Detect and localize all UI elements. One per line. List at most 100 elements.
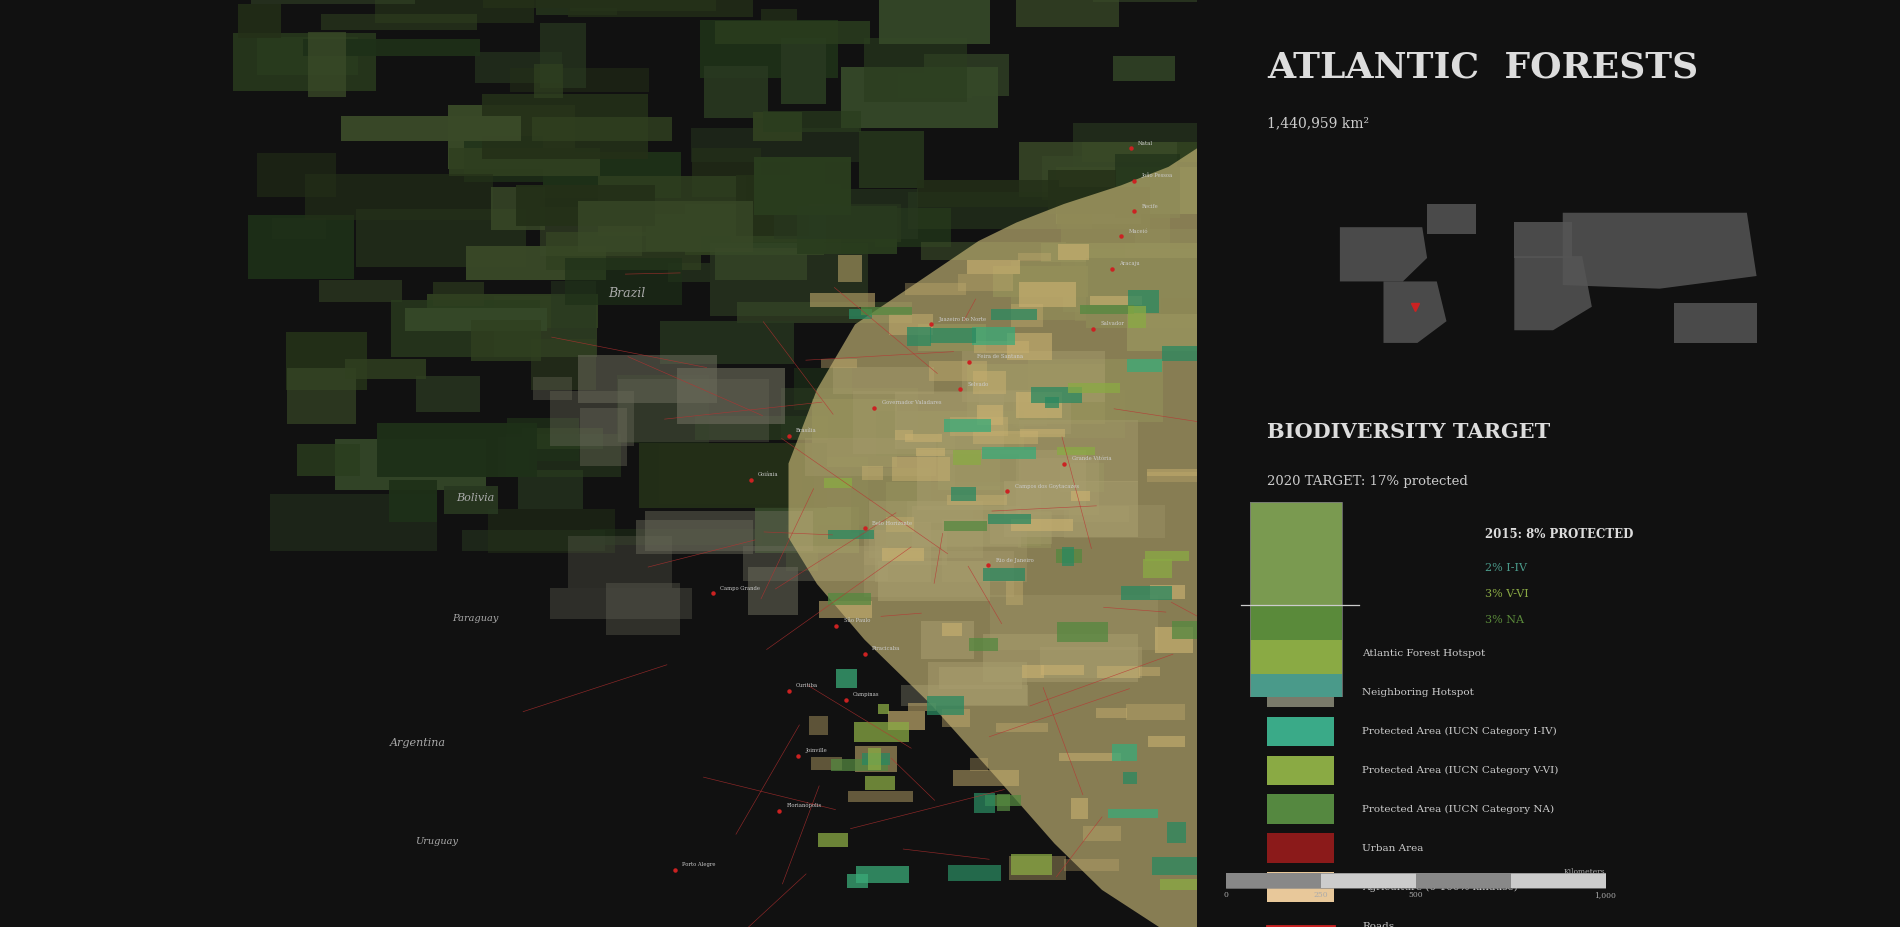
FancyBboxPatch shape [1267,756,1334,785]
Polygon shape [1427,204,1476,235]
Bar [990,595,1157,650]
Text: 2% I-IV: 2% I-IV [1486,563,1528,573]
Bar [971,327,1015,345]
Bar [1017,458,1098,514]
Bar [416,375,479,413]
Bar [483,0,631,8]
Bar [942,709,971,727]
Bar [488,509,616,552]
Bar [942,519,1028,582]
Polygon shape [1562,213,1756,288]
Bar [754,157,851,215]
Bar [1064,859,1119,871]
Bar [973,793,996,813]
Bar [832,367,933,394]
FancyBboxPatch shape [1267,872,1334,902]
Bar [1416,873,1510,888]
Polygon shape [1383,282,1446,343]
Text: Maceió: Maceió [1129,229,1148,234]
Bar [1062,547,1074,565]
Bar [929,662,1026,705]
Bar [287,333,367,390]
Bar [1134,229,1208,296]
FancyBboxPatch shape [1267,794,1334,824]
Bar [711,243,868,316]
Bar [568,536,673,588]
Bar [864,552,1015,597]
FancyBboxPatch shape [1267,639,1334,668]
Text: 1,000: 1,000 [1594,891,1617,899]
Bar [564,259,682,305]
Bar [238,5,281,38]
Bar [692,128,859,162]
Bar [982,634,1138,682]
Bar [507,418,580,462]
Bar [743,546,887,580]
Bar [714,248,808,280]
Bar [863,466,884,480]
Bar [878,0,990,44]
Bar [825,478,853,488]
Bar [530,339,597,390]
Text: Recife: Recife [1142,204,1159,209]
Bar [570,0,716,11]
Bar [549,588,692,619]
Bar [302,39,481,57]
Bar [895,392,1003,449]
Bar [540,22,587,87]
Bar [756,507,859,553]
Bar [830,759,887,771]
Bar [1155,627,1193,653]
Text: 500: 500 [1408,891,1423,899]
Text: Protected Area (IUCN Category NA): Protected Area (IUCN Category NA) [1362,805,1554,814]
Bar [908,703,935,711]
Bar [270,494,437,551]
Bar [950,417,1009,437]
Bar [1022,665,1045,678]
Bar [1161,879,1216,890]
Bar [1151,857,1201,875]
Bar [842,67,998,128]
Bar [1127,360,1163,372]
Bar [306,174,492,221]
Bar [511,69,650,92]
Bar [901,685,1028,705]
Bar [1045,398,1058,408]
Bar [1011,304,1043,327]
Text: BIODIVERSITY TARGET: BIODIVERSITY TARGET [1267,422,1550,442]
Text: Urban Area: Urban Area [1362,844,1423,853]
Bar [922,621,975,659]
Bar [904,284,965,295]
Text: João Pessoa: João Pessoa [1142,172,1172,178]
Bar [838,255,863,282]
Bar [1018,512,1051,548]
Text: Piracicaba: Piracicaba [872,646,901,651]
Bar [1068,383,1119,393]
Text: Governador Valadares: Governador Valadares [882,400,940,405]
Bar [1150,585,1186,600]
Bar [1172,621,1222,640]
Bar [646,214,826,251]
Bar [889,313,933,335]
Bar [1041,156,1199,200]
Text: 2020 TARGET: 17% protected: 2020 TARGET: 17% protected [1267,475,1469,488]
Bar [1005,581,1022,605]
Text: Florianópolis: Florianópolis [787,803,821,808]
FancyBboxPatch shape [1267,678,1334,707]
Text: 2015: 8% PROTECTED: 2015: 8% PROTECTED [1486,528,1634,541]
Text: 1,440,959 km²: 1,440,959 km² [1267,116,1370,130]
Bar [661,322,794,364]
Bar [790,161,825,198]
Bar [517,184,656,225]
Bar [1003,481,1138,538]
Bar [882,548,923,561]
Bar [1064,504,1165,538]
Bar [969,758,988,771]
Bar [1125,704,1186,719]
Bar [864,776,895,791]
Bar [1041,243,1229,261]
Bar [390,480,437,522]
Bar [334,438,486,489]
Bar [580,409,627,465]
Bar [904,434,942,442]
